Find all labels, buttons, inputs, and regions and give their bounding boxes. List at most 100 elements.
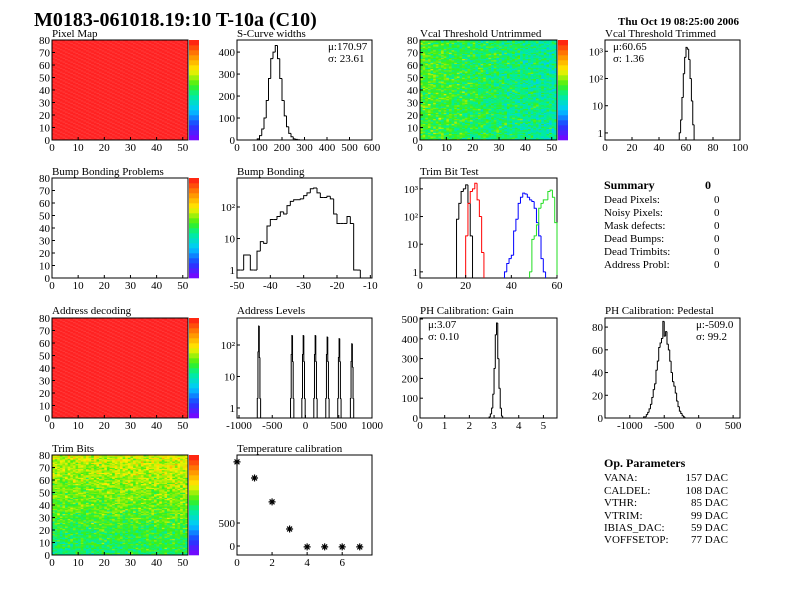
heatmap-cell (75, 65, 79, 67)
heatmap-cell (57, 95, 61, 97)
heatmap-cell (122, 93, 126, 96)
heatmap-cell (54, 65, 58, 67)
heatmap-cell (112, 85, 116, 87)
heatmap-cell (104, 130, 108, 132)
heatmap-cell (106, 61, 110, 63)
heatmap-cell (88, 85, 92, 87)
heatmap-cell (54, 77, 58, 80)
heatmap-cell (72, 68, 76, 71)
heatmap-cell (114, 76, 118, 78)
heatmap-cell (54, 131, 58, 133)
heatmap-cell (70, 78, 74, 81)
heatmap-cell (120, 61, 123, 63)
heatmap-cell (91, 71, 95, 73)
heatmap-cell (114, 93, 118, 96)
heatmap-cell (88, 80, 92, 82)
heatmap-cell (59, 135, 63, 137)
heatmap-cell (93, 116, 97, 118)
heatmap-cell (125, 103, 129, 106)
heatmap-cell (109, 126, 113, 128)
heatmap-cell (57, 133, 61, 136)
heatmap-cell (106, 80, 110, 82)
heatmap-cell (117, 100, 121, 102)
heatmap-cell (86, 83, 89, 86)
heatmap-cell (65, 120, 68, 122)
colorbar-band (189, 80, 199, 86)
heatmap-cell (88, 51, 92, 53)
heatmap-cell (91, 113, 95, 116)
heatmap-cell (112, 81, 116, 83)
heatmap-cell (54, 122, 58, 125)
heatmap-cell (52, 112, 55, 115)
heatmap-cell (67, 72, 71, 75)
heatmap-cell (99, 137, 102, 140)
heatmap-cell (62, 105, 66, 107)
heatmap-cell (96, 87, 100, 90)
heatmap-cell (99, 40, 102, 42)
heatmap-cell (112, 48, 116, 51)
heatmap-cell (86, 123, 89, 126)
heatmap-cell (70, 88, 74, 91)
heatmap-cell (83, 63, 87, 66)
heatmap-cell (120, 113, 123, 116)
heatmap-cell (125, 116, 129, 118)
heatmap-cell (70, 51, 74, 53)
heatmap-cell (117, 45, 121, 47)
heatmap-cell (125, 71, 129, 73)
heatmap-cell (109, 108, 113, 111)
heatmap-cell (104, 107, 108, 110)
heatmap-cell (88, 120, 92, 122)
heatmap-cell (62, 87, 66, 90)
colorbar-band (189, 40, 199, 46)
heatmap-cell (59, 102, 63, 105)
heatmap-cell (122, 45, 126, 47)
heatmap-cell (88, 50, 92, 52)
heatmap-cell (52, 43, 55, 46)
heatmap-cell (91, 46, 95, 48)
heatmap-cell (86, 65, 89, 67)
heatmap-cell (93, 58, 97, 61)
heatmap-cell (117, 118, 121, 121)
heatmap-cell (88, 116, 92, 118)
heatmap-cell (91, 123, 95, 126)
heatmap-cell (93, 107, 97, 110)
heatmap-cell (83, 75, 87, 77)
heatmap-cell (117, 65, 121, 67)
heatmap-cell (106, 103, 110, 106)
heatmap-cell (54, 45, 58, 47)
heatmap-cell (78, 112, 82, 115)
heatmap-cell (59, 48, 63, 51)
heatmap-cell (78, 70, 82, 72)
heatmap-cell (59, 118, 63, 121)
heatmap-cell (109, 63, 113, 66)
heatmap-cell (57, 127, 61, 130)
heatmap-cell (91, 101, 95, 103)
heatmap-cell (54, 70, 58, 72)
param-value: 157 DAC (686, 472, 728, 484)
heatmap-cell (109, 62, 113, 65)
heatmap-cell (93, 60, 97, 62)
heatmap-cell (86, 128, 89, 131)
heatmap-cell (72, 92, 76, 95)
heatmap-cell (59, 46, 63, 48)
heatmap-cell (83, 112, 87, 115)
heatmap-cell (67, 53, 71, 56)
heatmap-cell (99, 65, 102, 67)
heatmap-cell (80, 48, 84, 51)
heatmap-cell (59, 116, 63, 118)
heatmap-cell (67, 103, 71, 106)
heatmap-cell (88, 97, 92, 100)
heatmap-cell (125, 60, 129, 62)
heatmap-cell (104, 118, 108, 121)
heatmap-cell (52, 55, 55, 57)
heatmap-cell (112, 101, 116, 103)
heatmap-cell (120, 101, 123, 103)
heatmap-cell (80, 43, 84, 46)
heatmap-cell (67, 57, 71, 60)
heatmap-cell (57, 93, 61, 96)
heatmap-cell (72, 51, 76, 53)
heatmap-cell (122, 81, 126, 83)
stats-mean: μ:60.65 (613, 41, 647, 53)
heatmap-cell (65, 58, 68, 61)
heatmap-cell (78, 80, 82, 82)
